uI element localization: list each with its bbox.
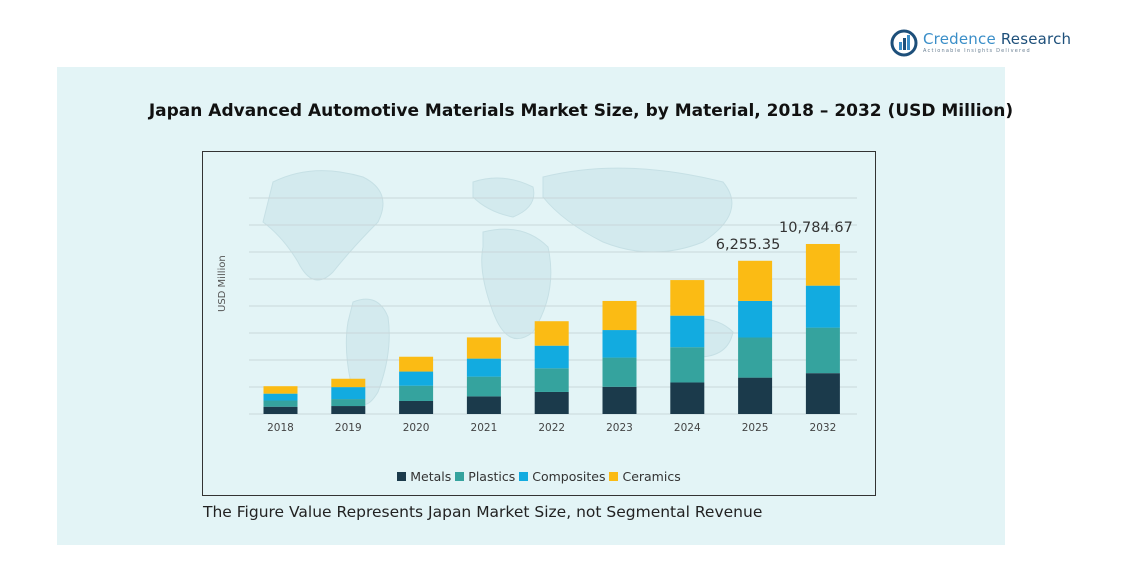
- chart-plot: 2018 2019 2020 2021 2022 2023 2024 2025 2032 6,2…: [249, 167, 857, 434]
- legend-swatch: [455, 472, 465, 481]
- legend-label: Plastics: [468, 469, 516, 484]
- chart-title: Japan Advanced Automotive Materials Mark…: [148, 101, 1014, 121]
- legend-label: Composites: [532, 469, 606, 484]
- legend-item-metals: Metals: [397, 469, 451, 484]
- bar-segment-ceramics-2020: [399, 356, 434, 372]
- legend-item-composites: Composites: [519, 469, 605, 484]
- bar-segment-plastics-2025: [738, 337, 773, 378]
- bar-segment-ceramics-2024: [670, 280, 705, 316]
- legend-label: Ceramics: [622, 469, 681, 484]
- map-shape: [481, 228, 552, 340]
- bar-segment-composites-2024: [670, 315, 705, 348]
- brand-name: Credence Research: [923, 30, 1072, 48]
- bar-segment-plastics-2018: [263, 400, 298, 407]
- bar-segment-ceramics-2025: [738, 260, 773, 301]
- legend-label: Metals: [410, 469, 452, 484]
- chart-frame: 2018 2019 2020 2021 2022 2023 2024 2025 2032 6,2…: [202, 151, 876, 496]
- bar-segment-ceramics-2021: [466, 337, 501, 359]
- bar-segment-composites-2032: [805, 285, 840, 328]
- bar-segment-plastics-2023: [602, 357, 637, 387]
- bar-segment-ceramics-2019: [331, 378, 366, 388]
- bar-segment-composites-2023: [602, 330, 637, 358]
- bar-segment-plastics-2021: [466, 376, 501, 397]
- legend-item-ceramics: Ceramics: [609, 469, 681, 484]
- bar-segment-metals-2032: [805, 373, 840, 414]
- x-tick-label: 2020: [403, 422, 430, 434]
- bar-segment-plastics-2022: [534, 368, 569, 392]
- data-label: 10,784.67: [779, 220, 853, 236]
- bar-segment-metals-2020: [399, 400, 434, 414]
- bar-segment-composites-2022: [534, 345, 569, 369]
- bar-segment-ceramics-2022: [534, 321, 569, 346]
- x-tick-label: 2032: [810, 422, 837, 434]
- x-tick-label: 2025: [742, 422, 769, 434]
- legend-swatch: [519, 472, 529, 481]
- bar-segment-metals-2021: [466, 396, 501, 414]
- brand-logo: Credence Research Actionable Insights De…: [890, 28, 1071, 58]
- bar-segment-composites-2019: [331, 387, 366, 400]
- bar-segment-ceramics-2023: [602, 300, 637, 331]
- data-label: 6,255.35: [716, 237, 781, 253]
- x-tick-labels: 2018 2019 2020 2021 2022 2023 2024 2025 2032: [267, 422, 836, 434]
- x-tick-label: 2023: [606, 422, 633, 434]
- bar-segment-metals-2025: [738, 377, 773, 414]
- bar-segment-metals-2019: [331, 406, 366, 414]
- bar-segment-ceramics-2018: [263, 386, 298, 394]
- map-shape: [542, 167, 733, 253]
- bar-segment-metals-2022: [534, 391, 569, 414]
- bar-segment-composites-2018: [263, 393, 298, 401]
- bar-segment-metals-2023: [602, 386, 637, 414]
- x-tick-label: 2024: [674, 422, 701, 434]
- x-tick-label: 2018: [267, 422, 294, 434]
- legend-swatch: [397, 472, 407, 481]
- x-tick-label: 2021: [471, 422, 498, 434]
- y-axis-label: USD Million: [217, 255, 228, 312]
- legend-item-plastics: Plastics: [455, 469, 515, 484]
- chart-panel: Japan Advanced Automotive Materials Mark…: [57, 67, 1013, 545]
- bar-segment-metals-2018: [263, 406, 298, 414]
- bar-segment-composites-2021: [466, 358, 501, 377]
- brand-tagline: Actionable Insights Delivered: [923, 48, 1031, 54]
- bar-segment-plastics-2020: [399, 385, 434, 401]
- footnote: The Figure Value Represents Japan Market…: [203, 503, 763, 521]
- x-tick-label: 2022: [538, 422, 565, 434]
- bar-segment-metals-2024: [670, 382, 705, 414]
- credence-logo-icon: [890, 29, 918, 57]
- bars: [263, 243, 840, 414]
- bar-segment-plastics-2019: [331, 399, 366, 407]
- bar-segment-composites-2025: [738, 300, 773, 338]
- bar-segment-ceramics-2032: [805, 243, 840, 286]
- bar-segment-plastics-2024: [670, 347, 705, 383]
- x-tick-label: 2019: [335, 422, 362, 434]
- bar-segment-composites-2020: [399, 371, 434, 386]
- bar-segment-plastics-2032: [805, 327, 840, 374]
- legend-swatch: [609, 472, 619, 481]
- chart-legend: Metals Plastics Composites Ceramics: [203, 469, 875, 484]
